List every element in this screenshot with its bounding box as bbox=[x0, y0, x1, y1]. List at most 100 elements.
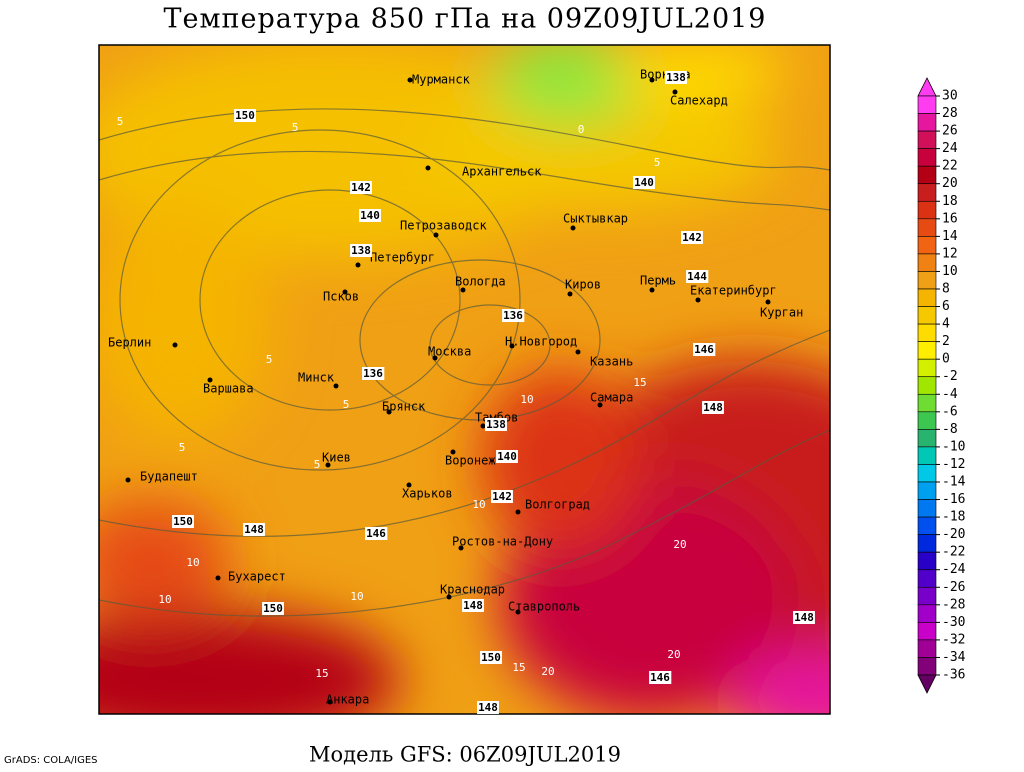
city-label: Краснодар bbox=[440, 583, 505, 597]
city-dot bbox=[433, 232, 439, 238]
colorbar-box bbox=[917, 183, 937, 202]
colorbar-label: 10 bbox=[942, 264, 958, 279]
colorbar-box bbox=[917, 516, 937, 535]
contour-label-bg bbox=[693, 343, 716, 356]
city-label: Сыктывкар bbox=[563, 212, 628, 226]
contour-label: 150 bbox=[235, 109, 255, 122]
colorbar-label: -26 bbox=[942, 580, 965, 595]
colorbar-label: -28 bbox=[942, 597, 965, 612]
city-label: Волгоград bbox=[525, 498, 590, 512]
colorbar-cap bbox=[917, 77, 937, 97]
city-dot bbox=[446, 594, 452, 600]
contour-label: 148 bbox=[478, 701, 498, 714]
city-dot bbox=[765, 299, 771, 305]
city-dot bbox=[386, 409, 392, 415]
colorbar-label: -32 bbox=[942, 632, 965, 647]
colorbar-label: -18 bbox=[942, 510, 965, 525]
contour-label: 142 bbox=[492, 490, 512, 503]
contour-label: 148 bbox=[703, 401, 723, 414]
contour-label-bg bbox=[359, 209, 381, 222]
city-label: Киев bbox=[322, 451, 351, 465]
colorbar-label: 28 bbox=[942, 106, 958, 121]
colorbar-label: 4 bbox=[942, 317, 950, 332]
colorbar-box bbox=[917, 376, 937, 395]
colorbar-box bbox=[917, 148, 937, 167]
contour-label: 142 bbox=[682, 231, 702, 244]
contour-label: 150 bbox=[481, 651, 501, 664]
colorbar-box bbox=[917, 499, 937, 518]
city-label: Петрозаводск bbox=[400, 219, 487, 233]
contour-label: 136 bbox=[363, 367, 383, 380]
city-label: Курган bbox=[760, 306, 803, 320]
colorbar-label: 18 bbox=[942, 194, 958, 209]
contour-label: 140 bbox=[634, 176, 654, 189]
city-dot bbox=[432, 355, 438, 361]
contour-label-bg bbox=[462, 599, 484, 612]
colorbar-box bbox=[917, 446, 937, 465]
city-dot bbox=[480, 423, 486, 429]
contour-label: 10 bbox=[158, 593, 171, 606]
contour-label: 146 bbox=[650, 671, 670, 684]
contour-label-bg bbox=[702, 401, 724, 414]
colorbar-box bbox=[917, 95, 937, 114]
city-dot bbox=[215, 575, 221, 581]
colorbar-box bbox=[917, 253, 937, 272]
contour-label: 144 bbox=[687, 270, 707, 283]
city-label: Мурманск bbox=[412, 73, 471, 87]
city-dot bbox=[460, 287, 466, 293]
contour-label-bg bbox=[496, 450, 518, 463]
contour-label: 5 bbox=[314, 458, 321, 471]
contour-label-bg bbox=[633, 176, 655, 189]
colorbar-box bbox=[917, 236, 937, 255]
colorbar-box bbox=[917, 657, 937, 676]
contour-label-bg bbox=[350, 181, 372, 194]
contour-label: 138 bbox=[486, 418, 506, 431]
map-field bbox=[99, 45, 830, 714]
contour-label-bg bbox=[365, 527, 388, 540]
colorbar-label: -24 bbox=[942, 562, 966, 577]
contour-label-bg bbox=[350, 244, 372, 257]
contour-label-bg bbox=[234, 109, 256, 122]
city-dot bbox=[649, 77, 655, 83]
map-frame bbox=[98, 44, 831, 715]
colorbar-box bbox=[917, 200, 937, 220]
contour-label-bg bbox=[243, 523, 265, 536]
city-dot bbox=[597, 402, 603, 408]
contour-label: 150 bbox=[173, 515, 193, 528]
city-label: Пермь bbox=[640, 274, 676, 288]
city-dot bbox=[567, 291, 573, 297]
colorbar-box bbox=[917, 323, 937, 342]
colorbar-box bbox=[917, 586, 937, 606]
colorbar-box bbox=[917, 534, 937, 553]
city-label: Ростов-на-Дону bbox=[452, 535, 553, 549]
colorbar-box bbox=[917, 271, 937, 290]
colorbar-label: 26 bbox=[942, 124, 958, 139]
city-dot bbox=[458, 545, 464, 551]
contour-label: 10 bbox=[472, 498, 485, 511]
colorbar-label: -8 bbox=[942, 422, 958, 437]
colorbar-box bbox=[917, 218, 937, 237]
contour-label: 10 bbox=[350, 590, 363, 603]
city-dot bbox=[515, 509, 521, 515]
colorbar-label: -36 bbox=[942, 668, 965, 683]
city-dot bbox=[342, 289, 348, 295]
contour-label: 5 bbox=[117, 115, 124, 128]
city-label: Воронеж bbox=[445, 454, 496, 468]
contour-label: 140 bbox=[497, 450, 517, 463]
city-label: Казань bbox=[590, 355, 633, 369]
contour-label-bg bbox=[262, 602, 284, 615]
city-dot bbox=[695, 297, 701, 303]
city-dot bbox=[327, 699, 333, 705]
city-dot bbox=[325, 462, 331, 468]
contour-label-bg bbox=[681, 231, 703, 244]
colorbar-label: 2 bbox=[942, 334, 950, 349]
colorbar-box bbox=[917, 165, 937, 185]
colorbar-box bbox=[917, 622, 937, 641]
contour-label: 10 bbox=[520, 393, 533, 406]
colorbar-label: -4 bbox=[942, 387, 958, 402]
city-label: Варшава bbox=[203, 382, 254, 396]
colorbar-label: -12 bbox=[942, 457, 965, 472]
contour-label: 150 bbox=[263, 602, 283, 615]
colorbar-box bbox=[917, 464, 937, 483]
colorbar-box bbox=[917, 551, 937, 571]
